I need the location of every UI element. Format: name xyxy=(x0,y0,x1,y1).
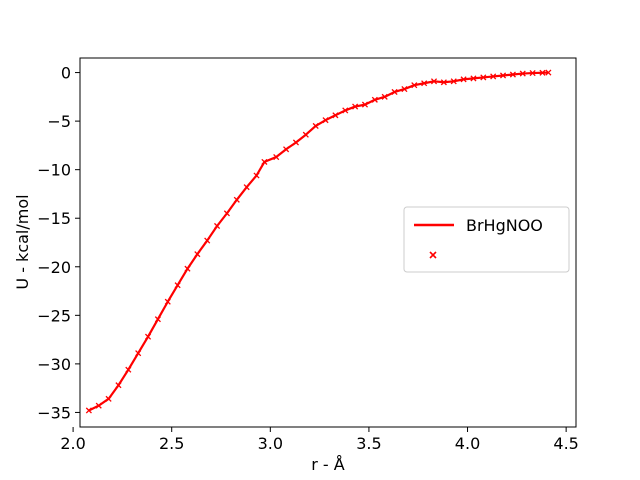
data-point-x-marker xyxy=(283,146,290,153)
data-point-x-marker xyxy=(273,153,280,161)
data-point-x-marker xyxy=(115,382,122,389)
series-line-brhgnoo xyxy=(88,71,549,412)
axes-frame xyxy=(79,57,577,428)
data-point-x-marker xyxy=(253,172,260,179)
data-point-x-marker xyxy=(302,131,309,138)
legend-x-marker-swatch xyxy=(429,251,437,259)
data-point-x-marker xyxy=(411,82,418,89)
y-tick-label: −5 xyxy=(47,112,71,131)
data-point-x-marker xyxy=(184,265,191,272)
data-point-x-marker xyxy=(529,69,536,77)
data-point-x-marker xyxy=(460,76,467,83)
data-point-x-marker xyxy=(292,139,300,146)
data-point-x-marker xyxy=(499,72,507,79)
data-point-x-marker xyxy=(322,117,329,124)
data-point-x-marker xyxy=(361,101,369,108)
data-point-x-marker xyxy=(261,158,268,165)
legend-label-brhgnoo: BrHgNOO xyxy=(466,216,543,235)
data-point-x-marker xyxy=(352,103,359,110)
data-point-x-marker xyxy=(450,78,457,85)
x-tick-label: 3.5 xyxy=(356,434,381,453)
data-point-x-marker xyxy=(480,74,487,81)
data-point-x-marker xyxy=(519,70,526,77)
y-tick-label: 0 xyxy=(61,64,71,83)
data-point-x-marker xyxy=(430,78,438,85)
data-point-x-marker xyxy=(154,316,161,323)
data-point-x-marker xyxy=(391,88,398,96)
data-point-x-marker xyxy=(509,71,516,78)
x-axis-title: r - Å xyxy=(311,455,345,474)
data-point-x-marker xyxy=(164,298,171,305)
data-point-x-marker xyxy=(233,196,240,203)
data-point-x-marker xyxy=(135,350,142,357)
data-point-x-marker xyxy=(371,96,378,103)
x-tick-label: 4.0 xyxy=(455,434,480,453)
data-point-x-marker xyxy=(440,79,447,86)
data-point-x-marker xyxy=(342,107,349,114)
legend-box xyxy=(403,206,570,273)
x-tick-label: 2.5 xyxy=(159,434,184,453)
data-point-x-marker xyxy=(125,366,132,373)
data-point-x-marker xyxy=(421,80,428,87)
data-point-x-marker xyxy=(243,184,250,191)
y-axis-title: U - kcal/mol xyxy=(13,194,32,289)
data-point-x-marker xyxy=(312,122,319,130)
data-point-x-marker xyxy=(490,73,497,80)
y-tick-label: −15 xyxy=(37,209,71,228)
data-point-x-marker xyxy=(214,222,221,230)
x-axis-ticks: 2.0 2.5 3.0 3.5 4.0 4.5 xyxy=(60,427,579,453)
legend: BrHgNOO xyxy=(403,206,570,273)
y-tick-label: −25 xyxy=(37,306,71,325)
plot-area xyxy=(85,69,552,414)
x-tick-label: 2.0 xyxy=(60,434,85,453)
data-point-x-marker xyxy=(194,251,201,258)
data-point-x-marker xyxy=(401,86,408,93)
data-point-x-marker xyxy=(545,69,552,76)
data-point-x-marker xyxy=(85,407,92,414)
x-tick-label: 4.5 xyxy=(553,434,578,453)
y-tick-label: −10 xyxy=(37,161,71,180)
data-point-x-marker xyxy=(381,93,388,100)
y-axis-ticks: 0 −5 −10 −15 −20 −25 −30 −35 xyxy=(37,64,80,422)
y-tick-label: −30 xyxy=(37,355,71,374)
y-tick-label: −35 xyxy=(37,403,71,422)
data-point-x-marker xyxy=(223,210,230,217)
x-tick-label: 3.0 xyxy=(258,434,283,453)
data-point-x-marker xyxy=(470,75,477,82)
data-point-x-marker xyxy=(332,112,339,119)
y-tick-label: −20 xyxy=(37,258,71,277)
data-point-x-marker xyxy=(105,395,112,402)
data-point-x-marker xyxy=(204,237,211,244)
data-point-x-marker xyxy=(539,69,546,76)
data-point-x-marker xyxy=(144,333,152,340)
data-point-x-marker xyxy=(174,282,181,289)
data-point-x-marker xyxy=(95,402,102,409)
